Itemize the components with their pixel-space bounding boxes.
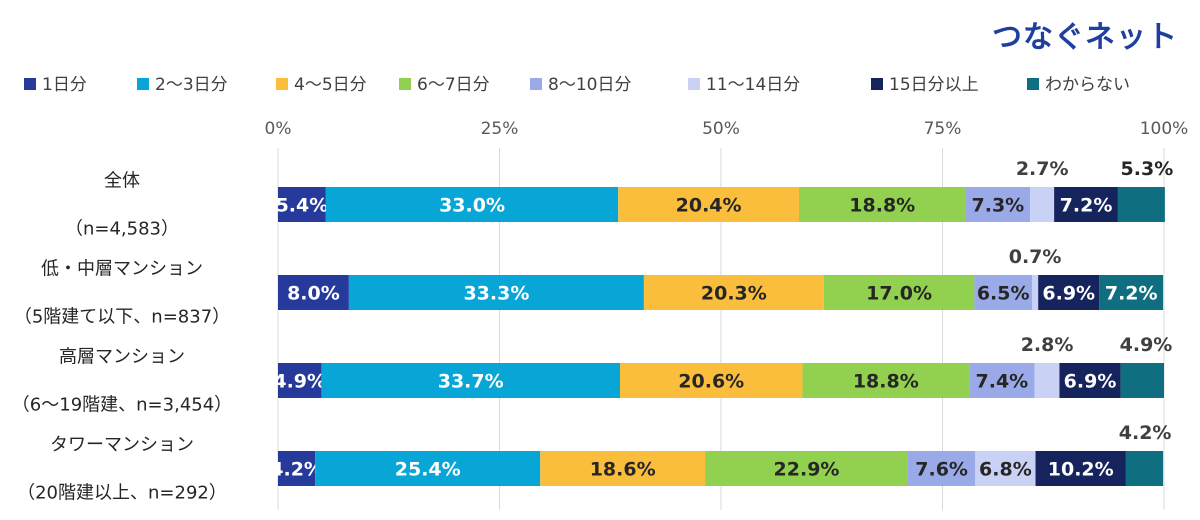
bar-segment <box>823 275 975 310</box>
bar-segment <box>965 187 1031 222</box>
bar-segment <box>278 363 322 398</box>
legend-label-1: 1日分 <box>42 75 87 95</box>
data-label: 20.6% <box>678 371 744 393</box>
bar-segment <box>1099 275 1164 310</box>
category-sublabel-4: （20階建以上、n=292） <box>17 483 227 504</box>
bar-segment <box>643 275 824 310</box>
legend-swatch-6 <box>688 78 700 90</box>
legend-swatch-5 <box>530 78 542 90</box>
data-label: 17.0% <box>866 283 932 305</box>
category-label-3: 高層マンション <box>59 347 185 368</box>
data-label: 18.8% <box>849 195 915 217</box>
bar-segment <box>348 275 644 310</box>
legend-label-7: 15日分以上 <box>889 75 979 95</box>
bar-segment <box>1034 363 1060 398</box>
legend-label-3: 4～5日分 <box>294 75 367 95</box>
bar-segment <box>1117 187 1165 222</box>
legend-swatch-8 <box>1027 78 1039 90</box>
data-label: 20.4% <box>676 195 742 217</box>
bar-segment <box>1125 451 1164 486</box>
bar-segment <box>1120 363 1164 398</box>
legend-label-8: わからない <box>1045 75 1130 95</box>
data-label: 6.9% <box>1064 371 1117 393</box>
data-label: 33.3% <box>463 283 529 305</box>
data-label: 6.9% <box>1042 283 1095 305</box>
tick-label-3: 50% <box>702 119 740 139</box>
bar-segment <box>907 451 976 486</box>
bar-segment <box>278 451 316 486</box>
data-label: 2.8% <box>1021 334 1074 356</box>
bar-segment <box>315 451 541 486</box>
data-label: 0.7% <box>1009 246 1062 268</box>
data-label: 4.9% <box>1120 334 1173 356</box>
data-label: 7.4% <box>976 371 1029 393</box>
data-label: 5.4% <box>276 195 329 217</box>
data-label: 4.9% <box>273 371 326 393</box>
bar-segment <box>1054 187 1118 222</box>
legend-label-4: 6～7日分 <box>417 75 490 95</box>
category-label-4: タワーマンション <box>50 435 194 456</box>
data-label: 5.3% <box>1121 158 1174 180</box>
bar-segment <box>969 363 1035 398</box>
bar-segment <box>974 275 1032 310</box>
category-sublabel-2: （5階建て以下、n=837） <box>14 307 230 328</box>
data-label: 18.8% <box>853 371 919 393</box>
data-label: 7.3% <box>972 195 1025 217</box>
data-label: 2.7% <box>1016 158 1069 180</box>
bar-segment <box>1031 275 1039 310</box>
data-label: 4.2% <box>1119 422 1172 444</box>
data-label: 20.3% <box>701 283 767 305</box>
legend-swatch-1 <box>24 78 36 90</box>
tick-label-4: 75% <box>924 119 962 139</box>
legend-swatch-2 <box>137 78 149 90</box>
bar-segment <box>975 451 1036 486</box>
data-label: 4.2% <box>270 459 323 481</box>
bar-segment <box>705 451 908 486</box>
data-label: 33.0% <box>439 195 505 217</box>
legend-swatch-7 <box>871 78 883 90</box>
legend-swatch-3 <box>276 78 288 90</box>
data-label: 8.0% <box>287 283 340 305</box>
bar-segment <box>540 451 706 486</box>
bar-segment <box>802 363 970 398</box>
bar-segment <box>325 187 619 222</box>
bar-segment <box>321 363 620 398</box>
data-label: 18.6% <box>590 459 656 481</box>
tick-label-5: 100% <box>1140 119 1189 139</box>
category-label-1: 全体 <box>104 171 140 192</box>
tick-label-1: 0% <box>265 119 292 139</box>
category-sublabel-1: （n=4,583） <box>65 219 179 240</box>
bar-segment <box>278 275 349 310</box>
data-label: 33.7% <box>438 371 504 393</box>
category-sublabel-3: （6～19階建、n=3,454） <box>12 395 232 416</box>
data-label: 7.2% <box>1060 195 1113 217</box>
legend-swatch-4 <box>399 78 411 90</box>
data-label: 7.2% <box>1105 283 1158 305</box>
bar-segment <box>618 187 799 222</box>
bar-segment <box>798 187 966 222</box>
data-label: 10.2% <box>1048 459 1114 481</box>
tick-label-2: 25% <box>481 119 519 139</box>
data-label: 25.4% <box>395 459 461 481</box>
category-label-2: 低・中層マンション <box>41 259 203 280</box>
data-label: 6.5% <box>977 283 1030 305</box>
bar-segment <box>278 187 326 222</box>
data-label: 7.6% <box>915 459 968 481</box>
bar-segment <box>619 363 803 398</box>
brand-logo: つなぐネット <box>992 20 1178 55</box>
data-label: 22.9% <box>774 459 840 481</box>
legend-label-5: 8～10日分 <box>548 75 631 95</box>
bar-segment <box>1059 363 1121 398</box>
bar-segment <box>1030 187 1055 222</box>
bar-segment <box>1035 451 1126 486</box>
data-label: 6.8% <box>979 459 1032 481</box>
legend-label-2: 2～3日分 <box>155 75 228 95</box>
bar-segment <box>1038 275 1100 310</box>
legend-label-6: 11～14日分 <box>706 75 800 95</box>
